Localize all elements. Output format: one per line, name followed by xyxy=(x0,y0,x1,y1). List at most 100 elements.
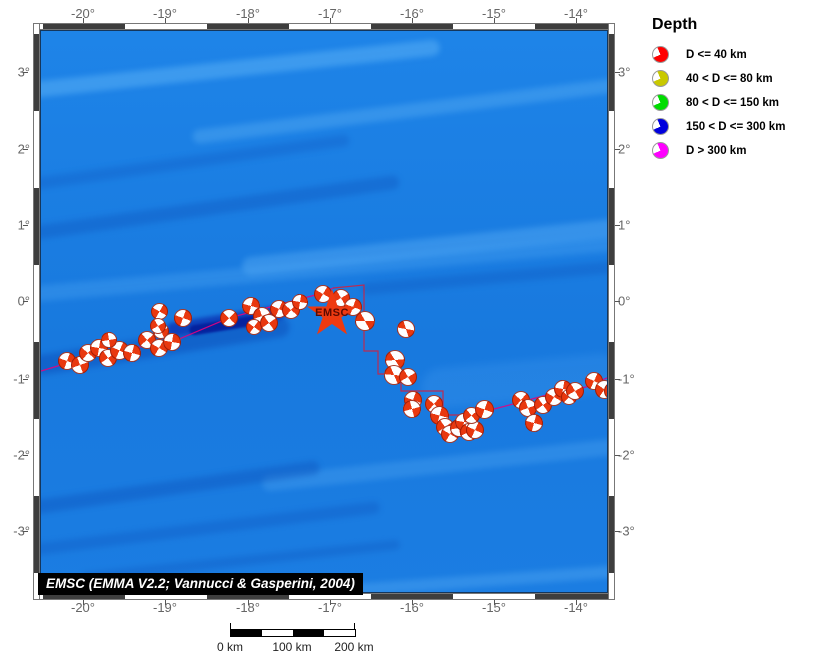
focal-mechanism-marker xyxy=(260,314,278,332)
legend-item: D <= 40 km xyxy=(652,46,812,63)
axis-tick xyxy=(615,531,620,532)
lat-label-right: 3° xyxy=(618,64,631,80)
legend-items: D <= 40 km 40 < D <= 80 km 80 < D <= 150 k… xyxy=(652,46,812,159)
focal-mechanism-marker xyxy=(150,318,166,334)
focal-mechanism-marker xyxy=(355,311,375,331)
axis-tick xyxy=(576,600,577,605)
lon-label-top: -19° xyxy=(153,6,177,21)
legend-beachball-icon xyxy=(652,70,669,87)
lat-label-right: 2° xyxy=(618,141,631,157)
axis-tick xyxy=(576,18,577,23)
axis-tick xyxy=(330,18,331,23)
lat-label-right: 0° xyxy=(618,293,631,309)
axis-tick xyxy=(83,600,84,605)
lon-label-top: -16° xyxy=(400,6,424,21)
scale-bar-label: 100 km xyxy=(272,640,312,654)
lat-label-right: 1° xyxy=(618,217,631,233)
lon-label-bottom: -16° xyxy=(400,600,424,615)
scale-bar-label: 0 km xyxy=(216,640,244,654)
lat-label-left: -1° xyxy=(13,371,30,387)
focal-mechanism-marker xyxy=(403,400,421,418)
axis-tick xyxy=(83,18,84,23)
legend-beachball-icon xyxy=(652,94,669,111)
scale-bar-label: 200 km xyxy=(334,640,374,654)
lon-label-top: -14° xyxy=(564,6,588,21)
axis-tick xyxy=(23,225,28,226)
scale-bar-segment xyxy=(262,630,293,636)
lon-label-top: -15° xyxy=(482,6,506,21)
focal-mechanism-marker xyxy=(594,379,607,399)
legend-beachball-icon xyxy=(652,46,669,63)
lon-label-top: -20° xyxy=(71,6,95,21)
legend-item: 80 < D <= 150 km xyxy=(652,94,812,111)
attribution-box: EMSC (EMMA V2.2; Vannucci & Gasperini, 2… xyxy=(38,573,363,595)
focal-mechanism-marker xyxy=(566,382,584,400)
axis-tick xyxy=(615,149,620,150)
legend-item: 40 < D <= 80 km xyxy=(652,70,812,87)
lat-label-right: -3° xyxy=(618,523,635,539)
focal-mechanism-marker xyxy=(292,294,308,310)
depth-legend: Depth D <= 40 km 40 < D <= 80 km 80 < D <=… xyxy=(652,16,812,166)
scale-bar-tick xyxy=(354,623,355,629)
axis-tick xyxy=(23,301,28,302)
epicenter-star-label: EMSC xyxy=(315,306,349,319)
scale-bar-segment xyxy=(324,630,355,636)
axis-tick xyxy=(615,455,620,456)
legend-item: D > 300 km xyxy=(652,142,812,159)
focal-mechanism-marker xyxy=(163,333,181,351)
lon-label-bottom: -18° xyxy=(236,600,260,615)
axis-tick xyxy=(615,379,620,380)
lon-label-top: -17° xyxy=(318,6,342,21)
focal-mechanism-marker xyxy=(220,309,238,327)
focal-mechanism-marker xyxy=(123,344,141,362)
legend-item-label: 150 < D <= 300 km xyxy=(686,120,786,133)
focal-mechanism-marker xyxy=(174,309,192,327)
axis-tick xyxy=(23,149,28,150)
axis-tick xyxy=(23,455,28,456)
axis-tick xyxy=(23,379,28,380)
lon-label-bottom: -20° xyxy=(71,600,95,615)
focal-mechanism-marker xyxy=(399,368,417,386)
lat-label-right: -1° xyxy=(618,371,635,387)
lat-label-left: -2° xyxy=(13,447,30,463)
scale-bar-tick xyxy=(230,623,231,629)
axis-tick xyxy=(494,18,495,23)
lat-label-right: -2° xyxy=(618,447,635,463)
map-frame-left xyxy=(33,23,40,600)
legend-item-label: 80 < D <= 150 km xyxy=(686,96,780,109)
legend-item: 150 < D <= 300 km xyxy=(652,118,812,135)
axis-tick xyxy=(615,301,620,302)
lon-label-bottom: -17° xyxy=(318,600,342,615)
axis-tick xyxy=(248,600,249,605)
axis-tick xyxy=(330,600,331,605)
focal-mechanism-marker xyxy=(525,414,543,432)
axis-tick xyxy=(248,18,249,23)
map-frame-right xyxy=(608,23,615,600)
map-canvas: EMSC xyxy=(40,30,608,593)
focal-mechanism-marker xyxy=(397,320,415,338)
scale-bar-segment xyxy=(231,630,262,636)
scale-bar-segment xyxy=(293,630,324,636)
axis-tick xyxy=(412,600,413,605)
legend-item-label: 40 < D <= 80 km xyxy=(686,72,773,85)
legend-title: Depth xyxy=(652,16,698,33)
legend-beachball-icon xyxy=(652,142,669,159)
focal-mechanism-marker xyxy=(150,302,168,320)
axis-tick xyxy=(165,600,166,605)
axis-tick xyxy=(494,600,495,605)
lon-label-bottom: -19° xyxy=(153,600,177,615)
legend-item-label: D > 300 km xyxy=(686,144,747,157)
axis-tick xyxy=(615,72,620,73)
legend-beachball-icon xyxy=(652,118,669,135)
axis-tick xyxy=(615,225,620,226)
map-frame-top xyxy=(33,23,615,30)
legend-item-label: D <= 40 km xyxy=(686,48,747,61)
lon-label-top: -18° xyxy=(236,6,260,21)
axis-tick xyxy=(23,72,28,73)
lon-label-bottom: -14° xyxy=(564,600,588,615)
map-scale-bar xyxy=(230,629,356,637)
epicenter-star: EMSC xyxy=(306,289,358,339)
axis-tick xyxy=(23,531,28,532)
lon-label-bottom: -15° xyxy=(482,600,506,615)
focal-mechanism-marker xyxy=(466,421,484,439)
